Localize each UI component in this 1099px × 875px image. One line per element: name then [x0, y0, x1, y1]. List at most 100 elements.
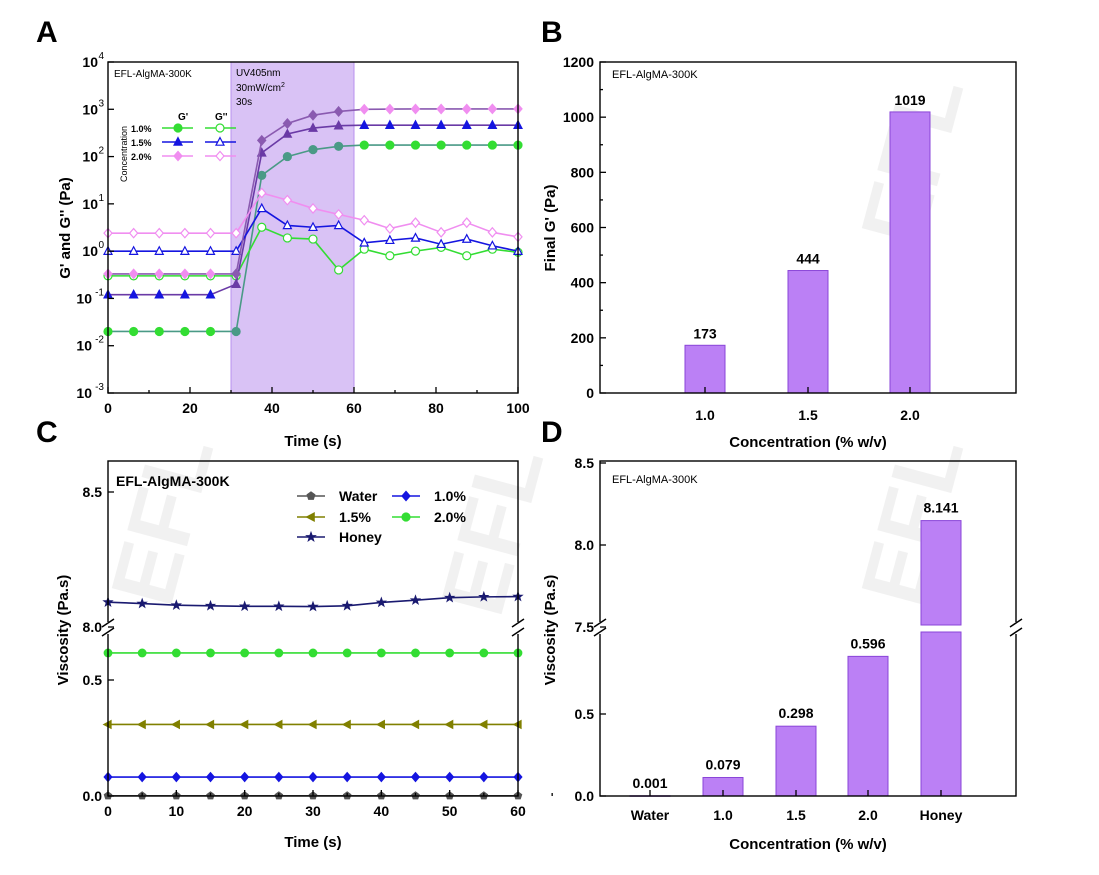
y-tick-label: 10 [82, 243, 98, 259]
x-tick-label: 1.0 [713, 807, 733, 823]
axis-break-slash [1009, 618, 1023, 628]
data-point [256, 187, 267, 199]
chart-title: EFL-AlgMA-300K [114, 69, 192, 80]
data-point [154, 326, 164, 337]
data-point [487, 119, 498, 130]
y-tick-label: 8.5 [575, 455, 595, 471]
data-point [137, 648, 147, 658]
legend-label: Honey [339, 529, 382, 545]
y-tick-exponent: -1 [95, 287, 104, 298]
y-tick-label: 0.0 [83, 788, 103, 804]
x-tick-label: 50 [442, 803, 458, 819]
data-point [359, 214, 370, 226]
data-point [205, 227, 216, 239]
x-tick-label: 20 [182, 400, 198, 416]
y-tick-label: 400 [571, 275, 595, 291]
bar-value-label: 0.001 [632, 775, 667, 791]
panel-letter-a: A [36, 16, 58, 49]
y-tick-exponent: 1 [98, 193, 104, 204]
data-point [333, 219, 344, 230]
data-point [171, 648, 181, 658]
x-tick-label: Honey [920, 807, 963, 823]
data-point [461, 217, 472, 229]
data-point [410, 246, 421, 256]
data-point [341, 599, 353, 611]
y-tick-label: 10 [76, 338, 92, 354]
y-tick-label: 8.0 [83, 619, 103, 635]
data-point [479, 648, 489, 658]
bar-value-label: 0.298 [778, 705, 813, 721]
y-tick-exponent: -3 [95, 382, 104, 393]
data-point [410, 217, 421, 229]
data-point [436, 119, 447, 130]
y-tick-label: 8.5 [83, 484, 103, 500]
panel-letter-c: C [36, 416, 58, 449]
bar [684, 344, 726, 394]
y-axis-label: Viscosity (Pa.s) [55, 575, 72, 686]
y-tick-label: 1000 [563, 109, 594, 125]
legend-marker [305, 530, 317, 542]
data-point [409, 594, 422, 606]
legend-marker [215, 150, 225, 162]
data-point [461, 233, 472, 243]
data-point [256, 134, 267, 146]
bar-value-label: 444 [796, 251, 820, 267]
data-point [136, 597, 148, 609]
data-point [359, 103, 370, 115]
y-tick-label: 600 [571, 220, 595, 236]
panel-letter-b: B [541, 16, 563, 49]
data-point [308, 221, 318, 232]
data-point [342, 771, 352, 783]
data-point [342, 648, 352, 658]
y-axis-label: G' and G'' (Pa) [57, 177, 74, 279]
x-tick-label: Water [631, 807, 670, 823]
data-point [240, 648, 250, 658]
legend-marker [401, 490, 411, 502]
data-point [445, 648, 455, 658]
legend-title: Concentration [119, 126, 129, 182]
data-point [204, 599, 217, 611]
y-tick-exponent: -2 [95, 335, 104, 346]
data-point [128, 288, 139, 299]
x-axis-label: Time (s) [284, 834, 341, 851]
data-point [239, 719, 249, 730]
data-point [359, 140, 369, 150]
legend-label: Water [339, 488, 378, 504]
y-tick-label: 1200 [563, 54, 594, 70]
data-point [205, 326, 216, 337]
legend-label: 1.5% [339, 509, 371, 525]
chart-title: EFL-AlgMA-300K [612, 69, 698, 81]
x-axis-label: Concentration (% w/v) [729, 836, 887, 853]
data-point [385, 103, 395, 115]
data-point [170, 599, 182, 611]
data-point [461, 119, 472, 130]
data-point [436, 103, 446, 115]
data-point [308, 771, 318, 783]
uv-region [230, 61, 355, 394]
data-point [478, 590, 490, 602]
x-axis-label: Time (s) [284, 433, 341, 450]
data-point [334, 265, 344, 275]
data-point [410, 119, 421, 130]
data-point [461, 103, 472, 115]
axis-break-slash [101, 618, 115, 628]
data-point [375, 719, 385, 730]
data-point [375, 596, 387, 608]
data-point [154, 227, 165, 239]
data-point [385, 251, 395, 261]
x-tick-label: 1.5 [798, 407, 818, 423]
data-point [282, 118, 293, 130]
data-point [282, 194, 293, 206]
data-point [385, 223, 395, 235]
x-tick-label: 40 [264, 400, 280, 416]
x-tick-label: 30 [305, 803, 321, 819]
data-point [307, 719, 317, 730]
axis-break-slash [593, 627, 607, 637]
data-point [128, 245, 139, 255]
legend-marker [215, 136, 225, 146]
data-point [385, 140, 395, 150]
data-point [308, 234, 318, 244]
axis-break-slash [593, 618, 607, 628]
legend-marker [215, 123, 225, 133]
